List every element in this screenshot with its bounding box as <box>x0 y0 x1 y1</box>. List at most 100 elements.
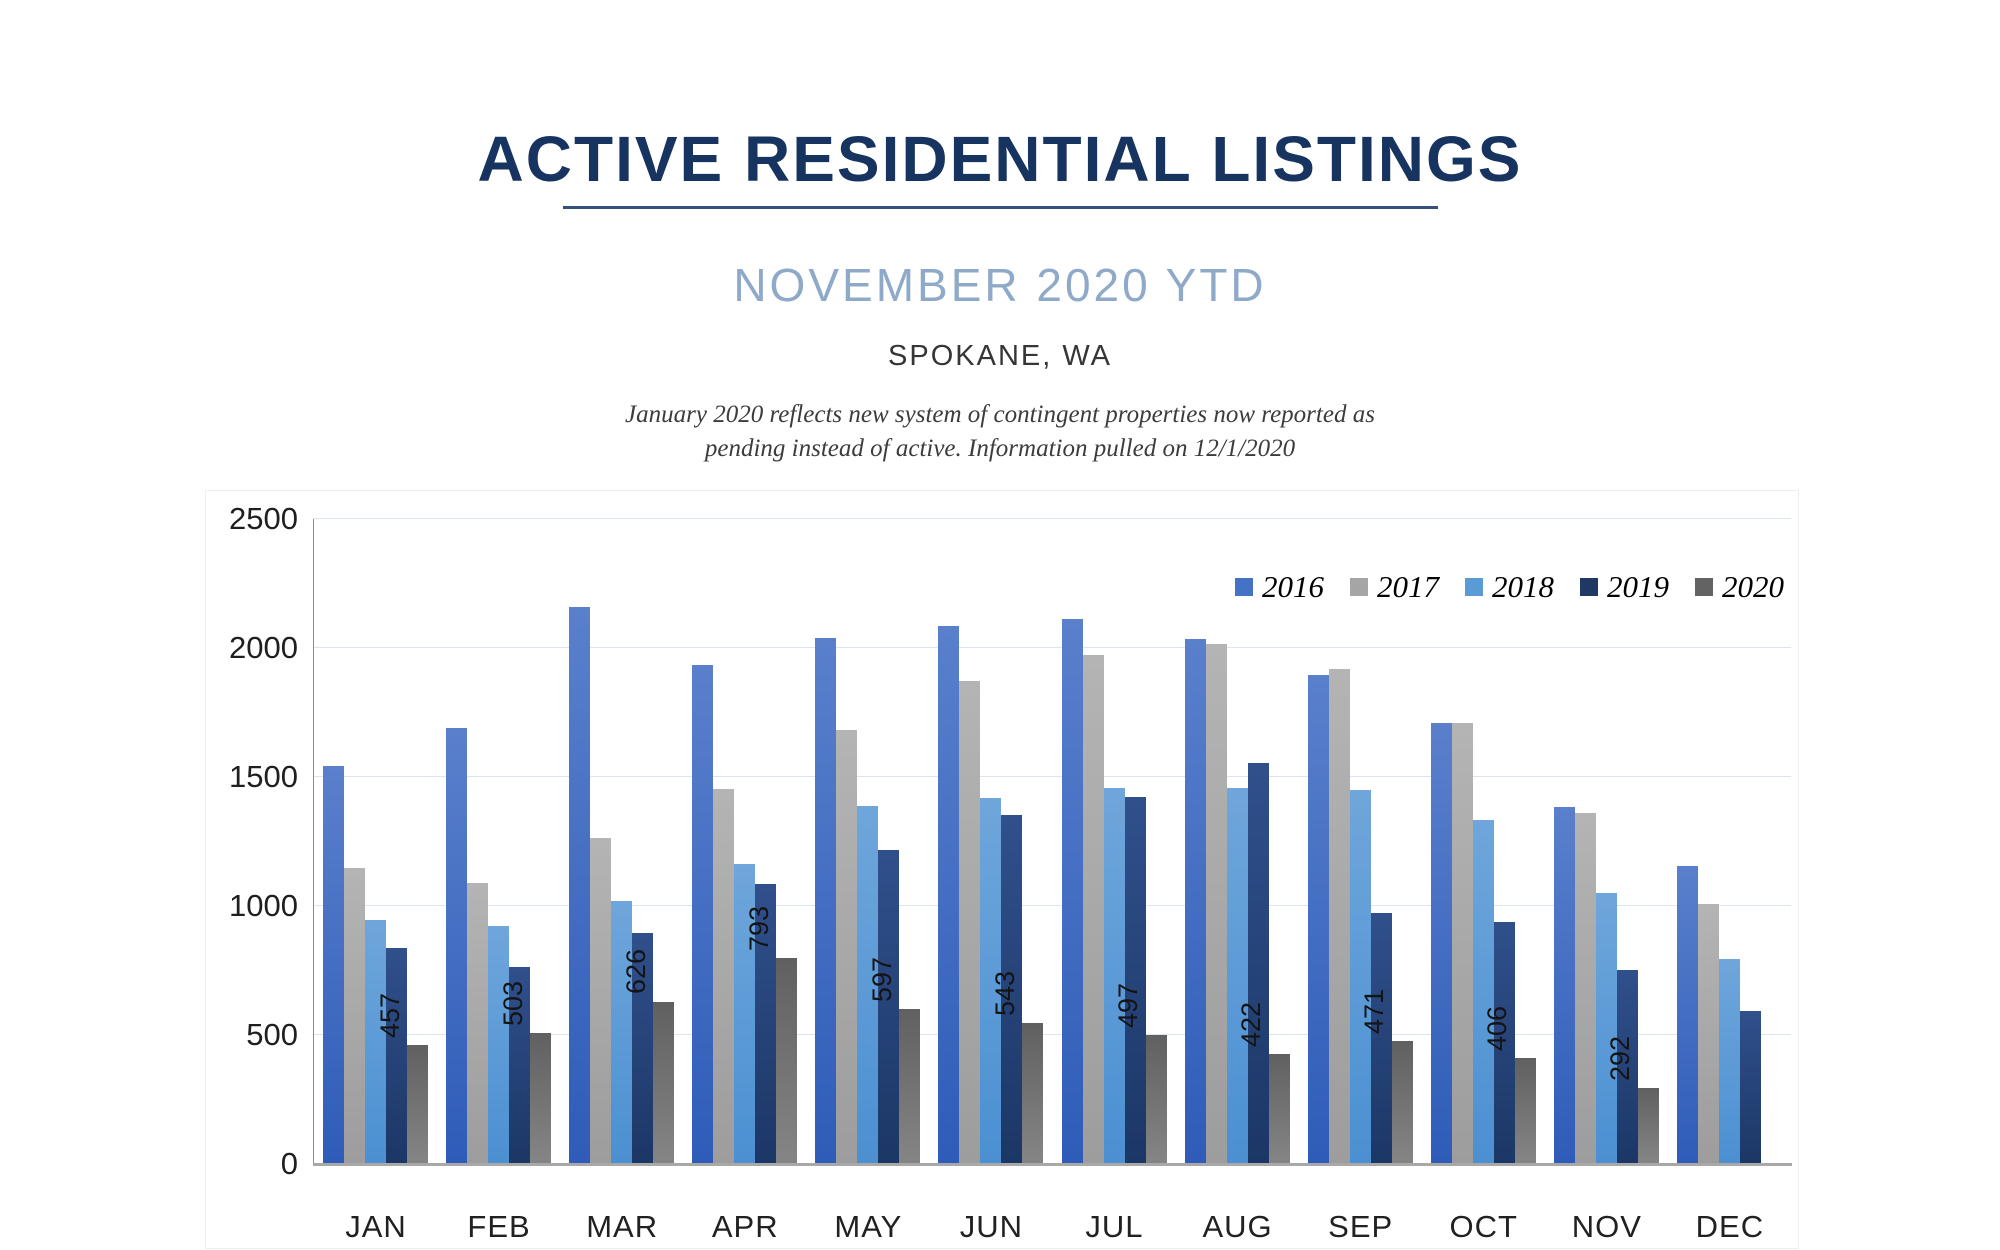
bar-feb-2017 <box>467 883 489 1163</box>
bar-apr-2018 <box>734 863 756 1163</box>
bar-aug-2017 <box>1205 644 1227 1163</box>
legend-item-2019: 2019 <box>1580 569 1669 605</box>
bar-apr-2017 <box>713 788 735 1163</box>
bar-oct-2016 <box>1430 723 1452 1163</box>
bar-jun-2020 <box>1022 1022 1044 1163</box>
data-label-jul-2020: 497 <box>1113 982 1143 1028</box>
page-subtitle: NOVEMBER 2020 YTD <box>733 259 1267 311</box>
data-label-mar-2020: 626 <box>620 949 651 995</box>
bar-jun-2019 <box>1001 814 1023 1163</box>
x-tick-label-jun: JUN <box>959 1209 1024 1244</box>
title-underline <box>563 206 1438 209</box>
plot-area: JAN FEB MAR APR MAY JUN JUL AUG SEP OCT NOV DEC 457… <box>313 518 1792 1244</box>
bar-may-2016 <box>815 637 837 1163</box>
bar-oct-2018 <box>1472 819 1494 1163</box>
bar-jul-2019 <box>1124 796 1146 1163</box>
y-tick-label-2000: 2000 <box>229 630 298 665</box>
data-label-may-2020: 597 <box>866 956 897 1002</box>
bar-aug-2018 <box>1226 787 1248 1163</box>
bar-feb-2019 <box>509 966 531 1163</box>
page-title: ACTIVE RESIDENTIAL LISTINGS <box>477 123 1523 195</box>
bar-jul-2018 <box>1103 787 1125 1163</box>
legend-label-2019: 2019 <box>1607 569 1669 604</box>
data-label-sep-2020: 471 <box>1359 989 1390 1035</box>
bar-apr-2020 <box>776 958 798 1163</box>
bar-oct-2019 <box>1493 921 1515 1163</box>
chart-note-line2: pending instead of active. Information p… <box>704 435 1296 462</box>
bar-mar-2020 <box>653 1001 675 1163</box>
bar-mar-2016 <box>569 607 591 1163</box>
bar-sep-2019 <box>1370 912 1392 1163</box>
bar-jan-2020 <box>407 1045 428 1163</box>
data-label-aug-2020: 422 <box>1236 1002 1267 1048</box>
bar-nov-2020 <box>1637 1087 1659 1163</box>
x-tick-label-mar: MAR <box>586 1209 659 1244</box>
bar-sep-2016 <box>1307 675 1329 1163</box>
x-tick-label-feb: FEB <box>467 1209 531 1244</box>
y-tick-label-1500: 1500 <box>229 759 298 794</box>
bar-chart: 0 500 1000 1500 2000 2500 JAN FEB MAR APR MAY JUN J… <box>205 490 1799 1249</box>
bar-aug-2019 <box>1247 763 1269 1163</box>
bar-jul-2020 <box>1145 1034 1167 1163</box>
bar-jan-2016 <box>323 765 344 1163</box>
x-tick-label-jul: JUL <box>1085 1209 1144 1244</box>
legend-marker-2020 <box>1695 578 1713 596</box>
x-tick-label-jan: JAN <box>345 1209 407 1244</box>
bar-sep-2018 <box>1349 790 1371 1163</box>
x-tick-label-nov: NOV <box>1571 1209 1642 1244</box>
location-label: SPOKANE, WA <box>888 340 1112 372</box>
data-label-jan-2020: 457 <box>374 993 405 1039</box>
y-tick-label-0: 0 <box>280 1146 298 1181</box>
y-tick-label-1000: 1000 <box>229 888 298 923</box>
legend-item-2020: 2020 <box>1695 569 1784 605</box>
bar-may-2018 <box>857 805 879 1163</box>
bar-jan-2019 <box>386 947 407 1163</box>
bar-dec-2017 <box>1697 903 1719 1163</box>
x-axis-line <box>313 1163 1792 1166</box>
legend: 2016 2017 2018 2019 2020 <box>1235 569 1784 605</box>
data-label-apr-2020: 793 <box>743 906 774 952</box>
x-tick-label-may: MAY <box>834 1209 903 1244</box>
chart-note-line1: January 2020 reflects new system of cont… <box>625 401 1375 428</box>
bar-dec-2018 <box>1718 959 1740 1163</box>
bar-mar-2017 <box>590 837 612 1163</box>
legend-marker-2019 <box>1580 578 1598 596</box>
data-label-feb-2020: 503 <box>497 981 528 1027</box>
bar-mar-2019 <box>632 933 654 1163</box>
bar-apr-2016 <box>692 665 714 1163</box>
data-label-oct-2020: 406 <box>1482 1006 1513 1052</box>
gridline-2000 <box>314 647 1791 648</box>
bar-sep-2017 <box>1328 668 1350 1163</box>
x-tick-label-sep: SEP <box>1328 1209 1394 1244</box>
chart-note: January 2020 reflects new system of cont… <box>0 398 2000 466</box>
bar-oct-2020 <box>1514 1058 1536 1163</box>
bar-jan-2018 <box>365 920 386 1163</box>
bar-aug-2020 <box>1268 1054 1290 1163</box>
y-tick-label-500: 500 <box>246 1017 298 1052</box>
bar-dec-2019 <box>1739 1010 1761 1163</box>
y-axis-line <box>313 519 314 1164</box>
legend-item-2017: 2017 <box>1350 569 1439 605</box>
x-tick-label-aug: AUG <box>1202 1209 1273 1244</box>
bar-oct-2017 <box>1451 723 1473 1163</box>
bar-mar-2018 <box>611 901 633 1163</box>
gridline-500 <box>314 1034 1791 1035</box>
bar-nov-2017 <box>1574 813 1596 1163</box>
bar-dec-2016 <box>1676 866 1698 1163</box>
legend-label-2016: 2016 <box>1262 569 1324 604</box>
bar-nov-2019 <box>1616 969 1638 1163</box>
x-tick-label-apr: APR <box>711 1209 779 1244</box>
data-label-nov-2020: 292 <box>1605 1035 1636 1081</box>
x-tick-label-oct: OCT <box>1449 1209 1518 1244</box>
bar-nov-2018 <box>1595 893 1617 1163</box>
bar-apr-2019 <box>755 884 777 1163</box>
y-tick-label-2500: 2500 <box>229 501 298 536</box>
gridline-1500 <box>314 776 1791 777</box>
data-label-jun-2020: 543 <box>989 970 1020 1016</box>
bar-may-2019 <box>878 849 900 1163</box>
bar-jul-2017 <box>1082 654 1104 1163</box>
bar-jun-2018 <box>980 797 1002 1163</box>
legend-marker-2018 <box>1465 578 1483 596</box>
legend-marker-2016 <box>1235 578 1253 596</box>
